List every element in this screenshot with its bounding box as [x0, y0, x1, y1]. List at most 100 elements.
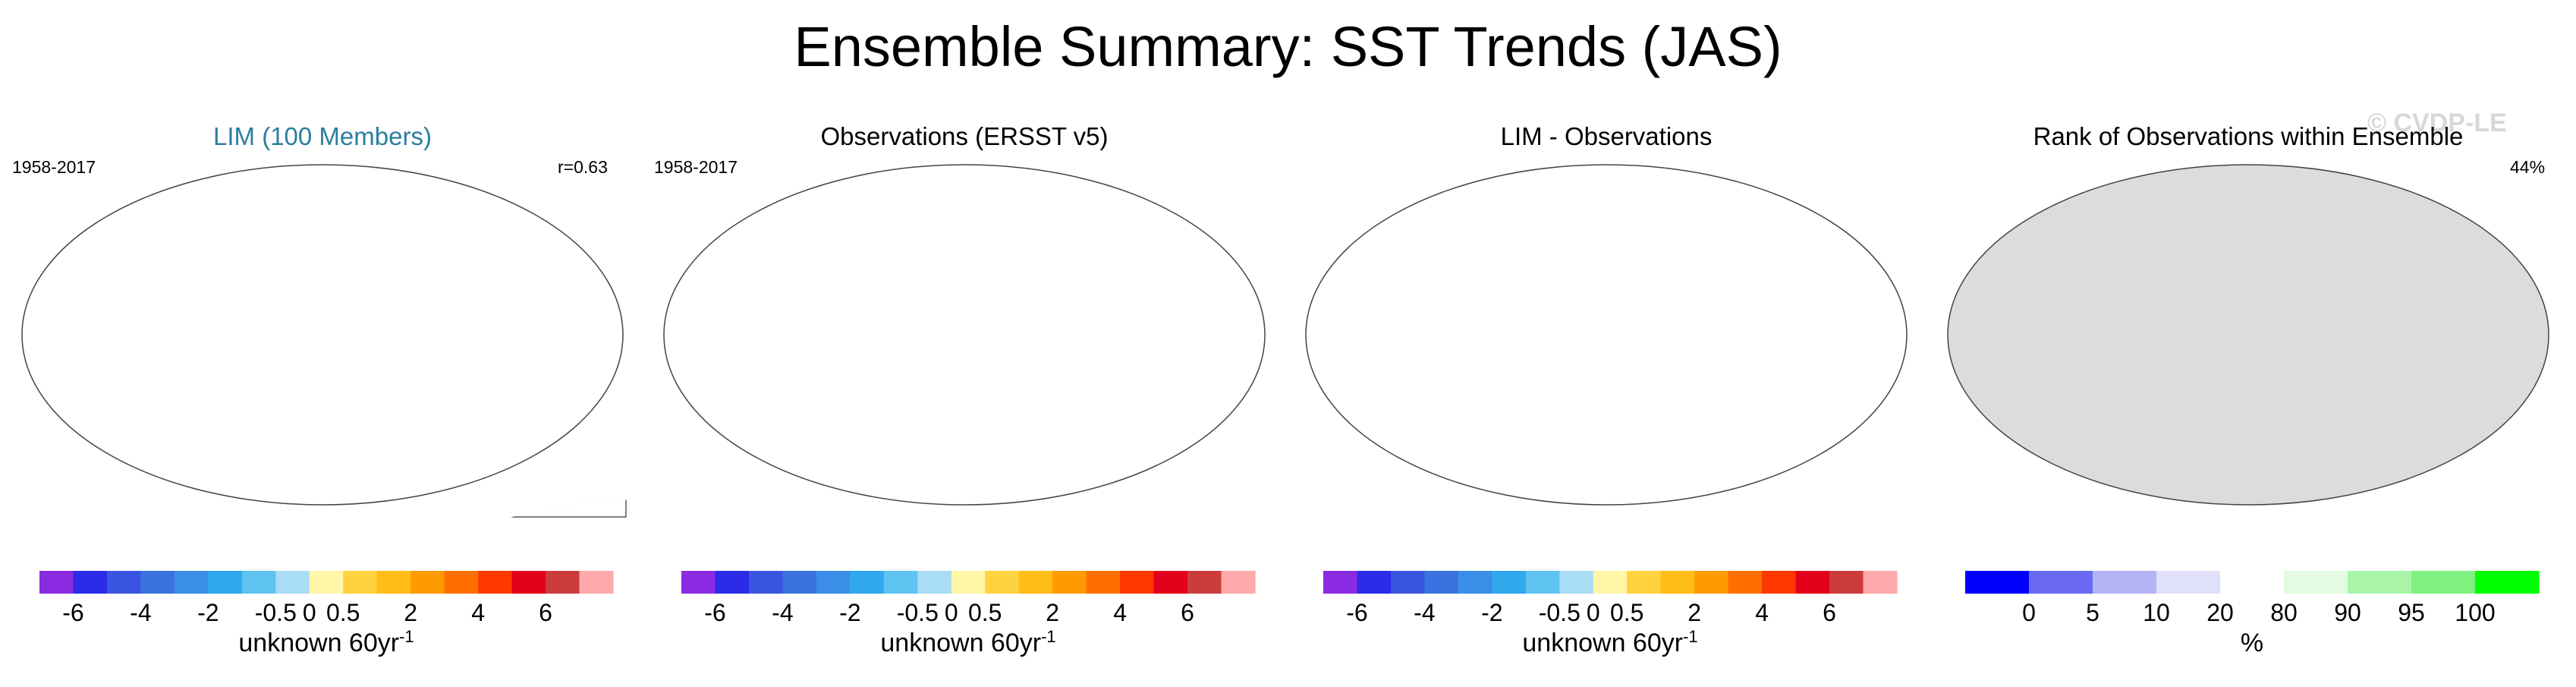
colorbar-tick-label: -4	[130, 599, 151, 626]
colorbar-swatch	[883, 571, 918, 594]
colorbar-tick-label: -0.5	[897, 599, 939, 626]
colorbar-tick-label: 0	[945, 599, 958, 626]
colorbar-tick-label: -2	[1481, 599, 1502, 626]
colorbar-tick-label: -0.5	[255, 599, 297, 626]
colorbar-tick-label: -4	[1414, 599, 1435, 626]
colorbar-swatch	[2475, 571, 2540, 594]
colorbar-tick-label: 0	[303, 599, 316, 626]
colorbar-swatch	[1458, 571, 1492, 594]
rank-percent-label: 44%	[2510, 157, 2546, 177]
colorbar-tick-label: 2	[1687, 599, 1701, 626]
colorbar-swatch	[343, 571, 378, 594]
colorbar-tick-label: 2	[404, 599, 417, 626]
colorbar-units-label: %	[2241, 629, 2263, 657]
colorbar-swatch	[1525, 571, 1560, 594]
colorbar-tick-label: 0	[1587, 599, 1600, 626]
colorbar-swatch	[275, 571, 310, 594]
colorbar-swatch	[546, 571, 580, 594]
colorbar-swatch	[1221, 571, 1256, 594]
map-outline	[1947, 164, 2549, 506]
colorbar-tick-label: 4	[471, 599, 485, 626]
colorbar-swatch	[2156, 571, 2221, 594]
colorbar-swatch	[309, 571, 344, 594]
colorbar-swatch	[2093, 571, 2157, 594]
map-panel-lim	[21, 164, 627, 518]
colorbar-swatch	[579, 571, 614, 594]
panel-title-difference: LIM - Observations	[1500, 122, 1713, 150]
colorbar-swatch	[1086, 571, 1121, 594]
colorbar-swatch	[2029, 571, 2093, 594]
colorbar-swatch	[1153, 571, 1188, 594]
map-panel-observations	[663, 164, 1266, 506]
colorbar-swatch	[1052, 571, 1087, 594]
map-panel-difference	[1305, 164, 1908, 506]
colorbar-tick-label: 0.5	[968, 599, 1002, 626]
map-outline	[663, 164, 1266, 506]
colorbar-swatch	[73, 571, 108, 594]
colorbar-swatch	[1863, 571, 1898, 594]
watermark: © CVDP-LE	[2367, 109, 2507, 137]
colorbar-swatch	[241, 571, 276, 594]
colorbar-swatch	[140, 571, 175, 594]
colorbar-swatch	[444, 571, 479, 594]
period-label-lim: 1958-2017	[12, 157, 96, 177]
map-panel-rank	[1947, 164, 2549, 506]
colorbar-swatch	[1120, 571, 1155, 594]
colorbar-tick-label: -2	[197, 599, 219, 626]
colorbar-swatch	[410, 571, 445, 594]
colorbar-swatch	[1627, 571, 1662, 594]
colorbar-tick-label: 5	[2086, 599, 2099, 626]
colorbar-swatch	[1424, 571, 1459, 594]
colorbar-swatch	[478, 571, 513, 594]
colorbar-swatch	[2220, 571, 2285, 594]
colorbar-tick-label: 4	[1755, 599, 1769, 626]
colorbar-tick-label: 20	[2206, 599, 2234, 626]
colorbar-swatch	[2411, 571, 2476, 594]
colorbar-swatch	[681, 571, 716, 594]
panel-title-lim: LIM (100 Members)	[213, 122, 432, 150]
figure-title: Ensemble Summary: SST Trends (JAS)	[794, 15, 1782, 78]
colorbar-swatch	[1965, 571, 2030, 594]
colorbar-tick-label: 0.5	[1610, 599, 1643, 626]
colorbar-swatch	[850, 571, 885, 594]
colorbar-observations: -6 -4 -2 -0.5 0 0.5 2 4 6 unknown 60yr-1	[681, 571, 1256, 657]
colorbar-swatch	[174, 571, 209, 594]
colorbar-tick-label: -6	[704, 599, 725, 626]
colorbar-swatch	[1559, 571, 1594, 594]
colorbar-tick-label: 6	[539, 599, 552, 626]
colorbar-tick-label: 10	[2143, 599, 2170, 626]
colorbar-swatch	[511, 571, 546, 594]
colorbar-tick-label: 90	[2334, 599, 2361, 626]
colorbar-swatch	[951, 571, 986, 594]
panel-title-observations: Observations (ERSST v5)	[820, 122, 1109, 150]
colorbar-swatch	[1018, 571, 1053, 594]
colorbar-swatch	[1728, 571, 1763, 594]
colorbar-tick-label: 95	[2398, 599, 2425, 626]
colorbar-units-label: unknown 60yr-1	[1522, 627, 1697, 657]
map-background	[1948, 165, 2549, 505]
colorbar-swatch	[208, 571, 243, 594]
panel-title-rank: Rank of Observations within Ensemble	[2033, 122, 2464, 150]
colorbar-difference: -6 -4 -2 -0.5 0 0.5 2 4 6 unknown 60yr-1	[1323, 571, 1898, 657]
colorbar-swatch	[1829, 571, 1864, 594]
colorbar-tick-label: 2	[1046, 599, 1059, 626]
map-background	[22, 165, 623, 505]
colorbar-swatch	[106, 571, 142, 594]
colorbar-swatch	[1795, 571, 1830, 594]
colorbar-tick-label: 100	[2455, 599, 2495, 626]
colorbar-swatch	[1694, 571, 1729, 594]
map-background	[1306, 165, 1907, 505]
colorbar-tick-label: 0.5	[326, 599, 360, 626]
colorbar-swatch	[1187, 571, 1222, 594]
colorbar-tick-label: 80	[2270, 599, 2298, 626]
colorbar-swatch	[39, 571, 74, 594]
colorbar-swatch	[2284, 571, 2348, 594]
colorbar-swatch	[1357, 571, 1392, 594]
colorbar-swatch	[1323, 571, 1358, 594]
colorbar-swatch	[1762, 571, 1797, 594]
map-background	[664, 165, 1265, 505]
colorbar-units-label: unknown 60yr-1	[238, 627, 414, 657]
colorbar-swatch	[917, 571, 952, 594]
colorbar-swatch	[2348, 571, 2412, 594]
